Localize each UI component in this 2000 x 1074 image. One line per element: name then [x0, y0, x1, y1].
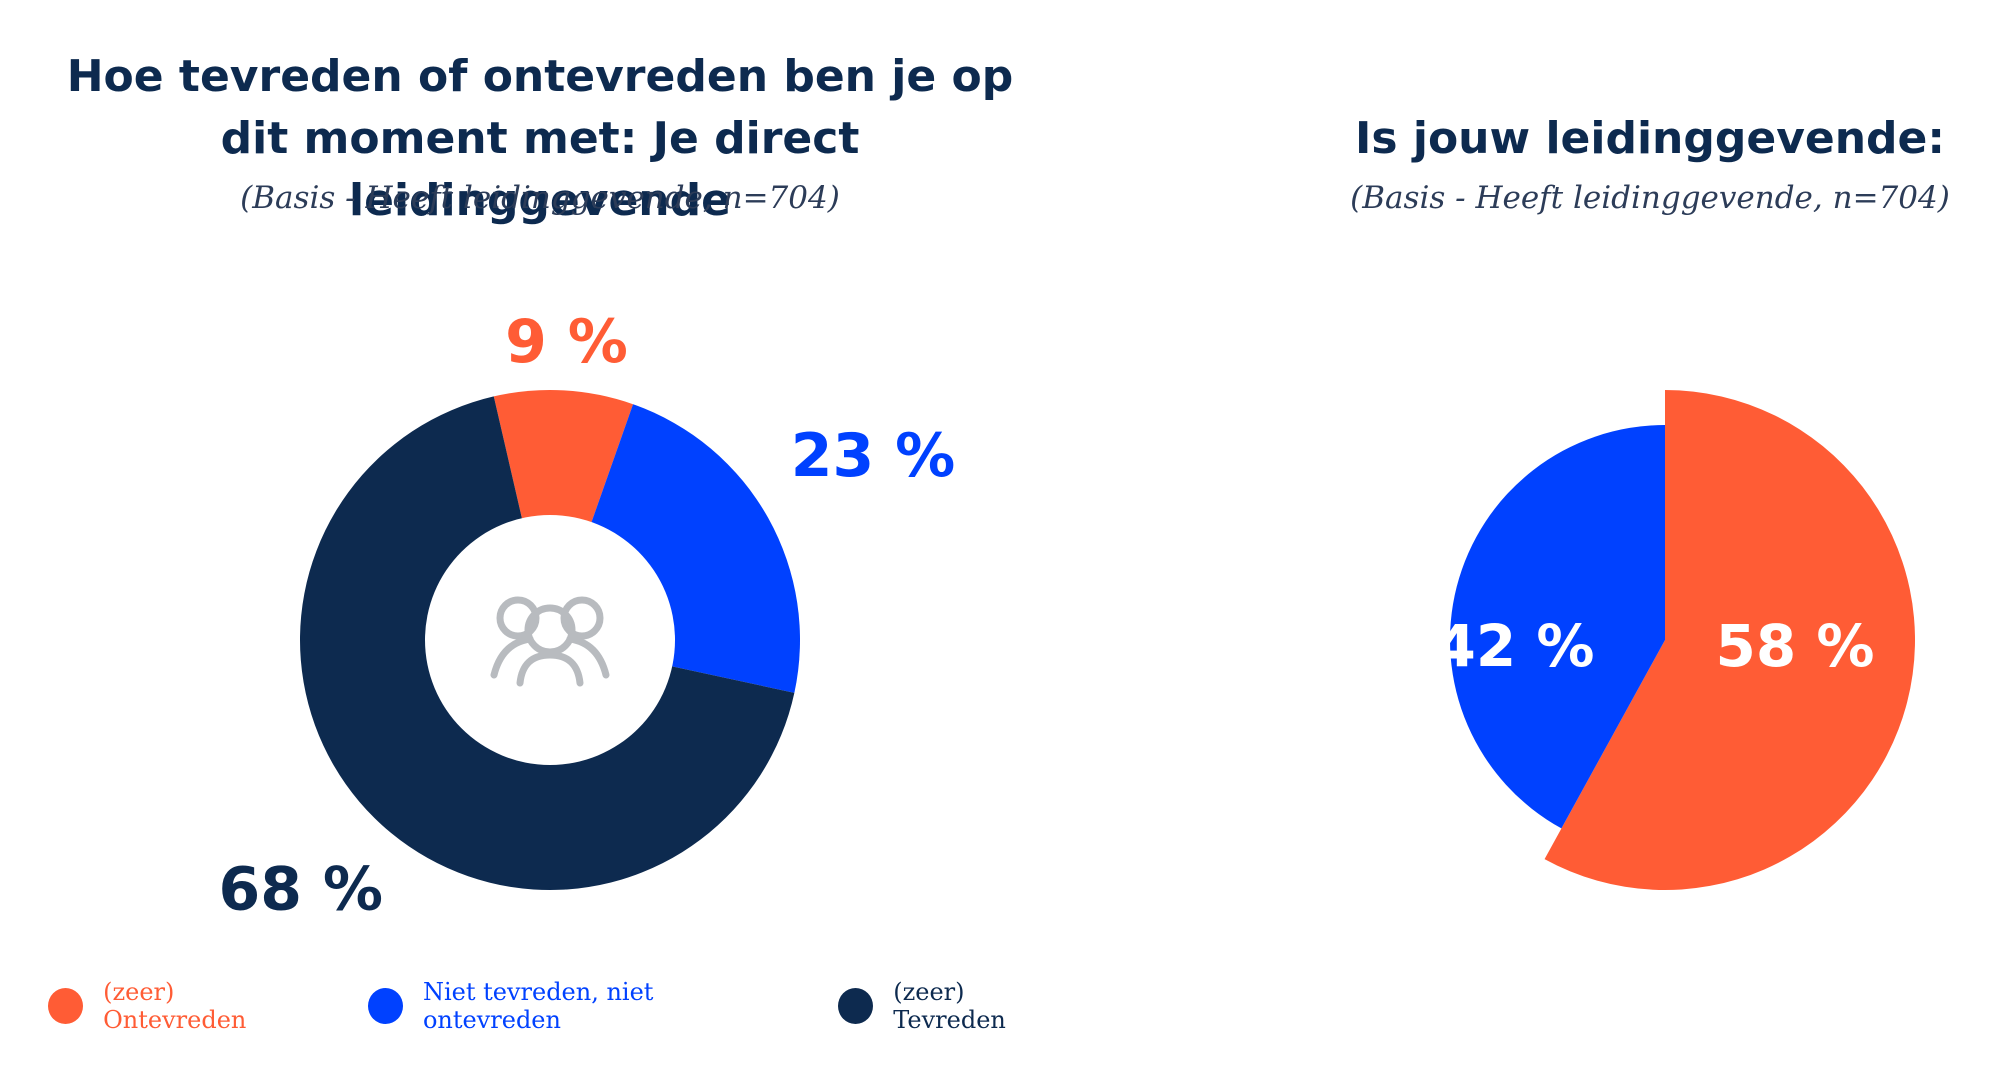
donut-chart-panel: Hoe tevreden of ontevreden ben je op dit… — [48, 51, 1080, 1034]
data-label: 23 % — [791, 421, 956, 491]
pie-chart: 58 % 42 % — [1435, 390, 1915, 890]
pie-slice — [1544, 390, 1915, 890]
donut-chart: 9 % 23 % 68 % — [218, 307, 955, 924]
chart-subtitle: (Basis - Heeft leidinggevende, n=704) — [240, 180, 840, 216]
data-label: 42 % — [1435, 612, 1594, 680]
legend: (zeer) Ontevreden Niet tevreden, niet on… — [48, 978, 1080, 1034]
legend-item: Niet tevreden, niet ontevreden — [367, 978, 790, 1034]
data-label: 58 % — [1715, 612, 1874, 680]
legend-swatch — [838, 988, 874, 1024]
legend-item: (zeer) Ontevreden — [48, 978, 320, 1034]
legend-label: (zeer) Tevreden — [893, 978, 1006, 1034]
legend-item: (zeer) Tevreden — [838, 978, 1080, 1034]
pie-labels: 58 % 42 % — [1435, 612, 1874, 680]
donut-labels: 9 % 23 % 68 % — [218, 307, 955, 924]
pie-slice — [1450, 425, 1665, 829]
chart-title: Is jouw leidinggevende: — [1354, 113, 1945, 164]
donut-hole — [425, 515, 675, 765]
chart-subtitle: (Basis - Heeft leidinggevende, n=704) — [1350, 180, 1950, 216]
people-group-icon — [490, 596, 610, 687]
legend-swatch — [48, 988, 84, 1024]
legend-label: Niet tevreden, niet ontevreden — [422, 978, 654, 1034]
pie-slices — [1450, 390, 1915, 890]
pie-chart-panel: Is jouw leidinggevende: (Basis - Heeft l… — [1300, 0, 2000, 1074]
donut-slice — [493, 389, 634, 640]
legend-swatch — [367, 988, 403, 1024]
data-label: 68 % — [218, 854, 383, 924]
data-label: 9 % — [505, 307, 628, 377]
chart-title: Hoe tevreden of ontevreden ben je op dit… — [66, 51, 1014, 226]
legend-label: (zeer) Ontevreden — [103, 978, 247, 1034]
